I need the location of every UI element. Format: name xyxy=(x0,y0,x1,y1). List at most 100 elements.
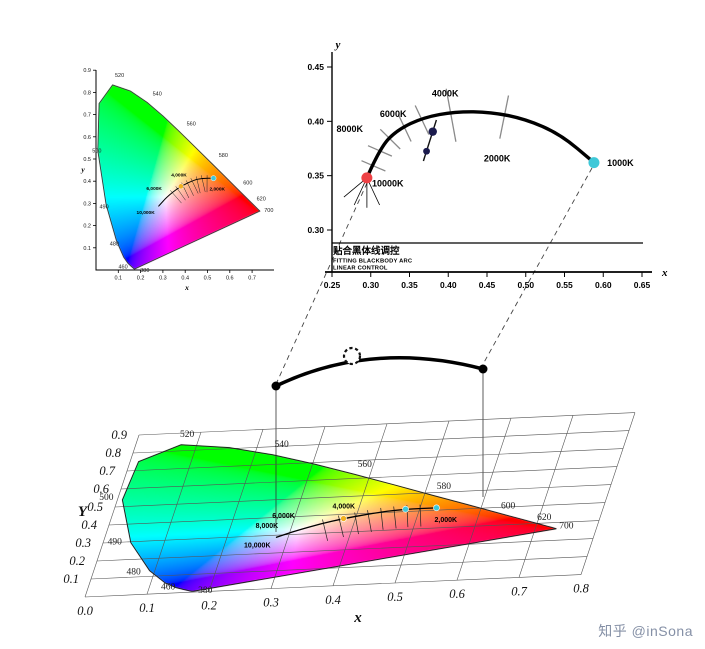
svg-text:0.65: 0.65 xyxy=(634,280,651,290)
grid-line xyxy=(332,423,388,586)
iso-cct-line xyxy=(343,180,365,198)
grid-line xyxy=(90,556,588,580)
svg-text:0.0: 0.0 xyxy=(77,604,93,618)
spectral-locus-outline xyxy=(97,84,261,270)
planckian-locus xyxy=(275,507,438,538)
watermark: 知乎 @inSona xyxy=(598,621,693,641)
wavelength-label: 560 xyxy=(358,460,373,470)
cct-label: 4,000K xyxy=(171,172,187,178)
svg-text:0.1: 0.1 xyxy=(114,276,122,282)
svg-text:0.40: 0.40 xyxy=(307,116,324,126)
blackbody-arc xyxy=(365,110,596,180)
cct-label: 6000K xyxy=(380,109,407,119)
wavelength-label: 460 xyxy=(119,264,128,270)
wavelength-label: 500 xyxy=(92,149,101,155)
svg-text:0.4: 0.4 xyxy=(81,518,97,532)
svg-text:0.2: 0.2 xyxy=(69,554,85,568)
caption-cn: 贴合黑体线调控 xyxy=(332,245,400,257)
iso-cct-line xyxy=(445,88,457,142)
grid-line xyxy=(270,426,326,589)
blackbody-arc-chart: 0.30 0.35 0.40 0.45 0.25 0.30 0.35 0.40 0.45 0.50… xyxy=(307,39,668,290)
wavelength-label: 700 xyxy=(559,522,574,532)
x-axis-title: x xyxy=(661,267,668,279)
dot-4000k xyxy=(340,515,347,522)
y-axis-title: y xyxy=(80,165,85,174)
dot-2000k xyxy=(433,504,440,512)
svg-text:0.6: 0.6 xyxy=(226,276,234,282)
svg-text:0.30: 0.30 xyxy=(307,225,324,235)
wavelength-label: 700 xyxy=(264,208,273,214)
cct-label: 6,000K xyxy=(146,186,162,192)
grid-line xyxy=(84,574,582,598)
svg-text:0.2: 0.2 xyxy=(201,598,217,612)
cct-label: 2,000K xyxy=(210,186,226,192)
grid-line xyxy=(108,502,606,526)
svg-text:0.4: 0.4 xyxy=(181,276,189,282)
svg-text:0.2: 0.2 xyxy=(137,276,145,282)
wavelength-label: 600 xyxy=(243,180,252,186)
wavelength-label: 480 xyxy=(126,568,141,578)
grid-line xyxy=(456,418,512,581)
spectral-locus-outline xyxy=(121,444,557,592)
svg-text:0.3: 0.3 xyxy=(75,536,91,550)
cct-label: 10,000K xyxy=(244,542,270,549)
wavelength-label: 580 xyxy=(437,482,452,492)
cie-2d-chart: 0.1 0.2 0.3 0.4 0.5 0.6 0.7 0.8 0.9 0.1 0.2 0.3 0.4 0… xyxy=(80,68,274,292)
wavelength-label: 520 xyxy=(180,430,195,440)
svg-text:0.7: 0.7 xyxy=(83,113,91,119)
svg-text:0.1: 0.1 xyxy=(83,246,91,252)
wavelength-label: 490 xyxy=(108,538,123,548)
svg-text:0.30: 0.30 xyxy=(363,280,380,290)
dot-2000k xyxy=(210,175,217,182)
warm-endpoint-dot xyxy=(361,172,373,184)
watermark-text: 知乎 @inSona xyxy=(598,623,693,639)
svg-text:0.8: 0.8 xyxy=(83,90,91,96)
svg-text:0.6: 0.6 xyxy=(83,135,91,141)
grid-line xyxy=(84,434,140,598)
svg-text:0.2: 0.2 xyxy=(83,224,91,230)
grid-line xyxy=(114,484,612,508)
svg-text:0.5: 0.5 xyxy=(387,590,403,604)
iso-cct-line xyxy=(380,507,384,530)
svg-text:0.4: 0.4 xyxy=(83,179,91,185)
iso-cct-line xyxy=(368,181,380,206)
svg-text:0.6: 0.6 xyxy=(449,587,465,601)
svg-text:0.45: 0.45 xyxy=(479,280,496,290)
grid-line xyxy=(126,448,624,472)
cct-label: 4000K xyxy=(432,88,459,98)
iso-cct-line xyxy=(499,95,510,139)
svg-text:0.7: 0.7 xyxy=(511,584,527,598)
control-dot-upper xyxy=(428,127,437,136)
caption-en-2: LINEAR CONTROL xyxy=(333,266,388,272)
cct-label: 10000K xyxy=(372,179,404,189)
svg-text:0.8: 0.8 xyxy=(573,582,589,596)
planckian-locus xyxy=(158,177,214,207)
wavelength-label: 540 xyxy=(274,440,289,450)
svg-text:0.7: 0.7 xyxy=(248,276,256,282)
projection-dashed-left xyxy=(276,182,368,383)
projection-connectors xyxy=(271,167,593,532)
grid-line xyxy=(102,520,600,544)
svg-text:0.35: 0.35 xyxy=(307,171,324,181)
wavelength-label: 560 xyxy=(187,121,196,127)
svg-text:0.5: 0.5 xyxy=(83,157,91,163)
cct-label: 10,000K xyxy=(137,210,156,216)
svg-text:0.8: 0.8 xyxy=(105,446,121,460)
cct-label: 2,000K xyxy=(435,517,458,524)
iso-cct-line xyxy=(353,181,366,206)
cct-label: 8000K xyxy=(337,124,364,134)
svg-text:0.3: 0.3 xyxy=(83,201,91,207)
axes xyxy=(95,70,274,271)
grid-line xyxy=(208,429,264,592)
svg-text:0.50: 0.50 xyxy=(518,280,535,290)
svg-text:0.25: 0.25 xyxy=(324,280,341,290)
y-axis-title: y xyxy=(334,39,341,51)
svg-text:0.1: 0.1 xyxy=(63,572,79,586)
svg-text:0.9: 0.9 xyxy=(83,68,91,74)
grid-line xyxy=(132,430,630,454)
svg-text:0.5: 0.5 xyxy=(87,500,103,514)
grid-line xyxy=(146,432,202,595)
x-axis-title: x xyxy=(184,283,189,292)
wavelength-label: 600 xyxy=(501,501,516,511)
